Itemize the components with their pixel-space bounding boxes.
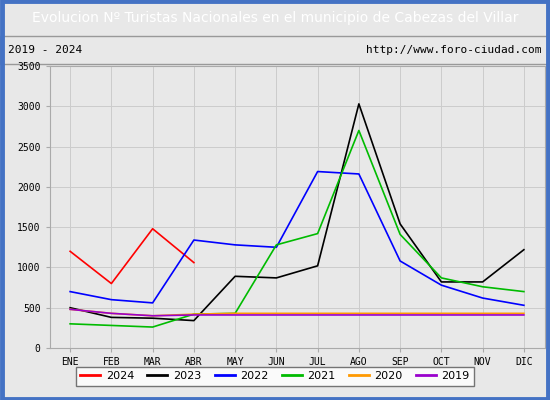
Text: Evolucion Nº Turistas Nacionales en el municipio de Cabezas del Villar: Evolucion Nº Turistas Nacionales en el m… (32, 11, 518, 25)
Legend: 2024, 2023, 2022, 2021, 2020, 2019: 2024, 2023, 2022, 2021, 2020, 2019 (76, 366, 474, 386)
Text: 2019 - 2024: 2019 - 2024 (8, 45, 82, 55)
Text: http://www.foro-ciudad.com: http://www.foro-ciudad.com (366, 45, 542, 55)
